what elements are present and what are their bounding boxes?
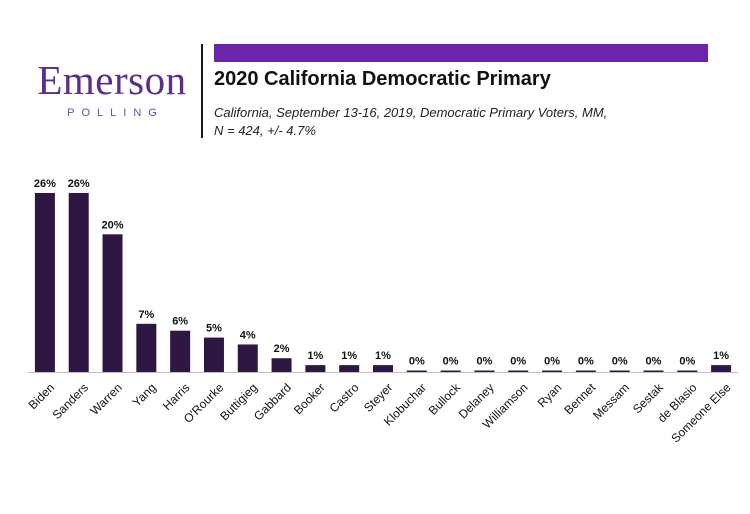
chart-subtitle: California, September 13-16, 2019, Democ… bbox=[214, 104, 694, 140]
subtitle-line-1: California, September 13-16, 2019, Democ… bbox=[214, 105, 608, 120]
bar-value-label: 0% bbox=[443, 356, 459, 368]
bar bbox=[170, 330, 191, 372]
category-label: Ryan bbox=[535, 380, 565, 410]
bar bbox=[406, 370, 427, 372]
category-label: Castro bbox=[327, 380, 362, 415]
header-divider bbox=[201, 44, 203, 138]
logo-subtext: POLLING bbox=[67, 107, 164, 119]
bar-value-label: 6% bbox=[172, 316, 188, 328]
bar bbox=[677, 370, 698, 372]
category-label: Warren bbox=[87, 380, 124, 417]
category-label: Gabbard bbox=[251, 380, 294, 423]
bar bbox=[136, 323, 157, 372]
bar-value-label: 26% bbox=[68, 178, 90, 190]
bar-value-label: 0% bbox=[544, 356, 560, 368]
bar-value-label: 1% bbox=[713, 350, 729, 362]
bar bbox=[305, 365, 326, 372]
bar bbox=[643, 370, 664, 372]
bar-value-label: 0% bbox=[679, 356, 695, 368]
bar bbox=[102, 234, 123, 372]
bar-value-label: 0% bbox=[612, 356, 628, 368]
logo-wordmark: Emerson bbox=[37, 57, 187, 103]
bar-value-label: 1% bbox=[375, 350, 391, 362]
bar-value-label: 4% bbox=[240, 329, 256, 341]
category-label: Yang bbox=[130, 380, 159, 409]
subtitle-line-2: N = 424, +/- 4.7% bbox=[214, 123, 316, 138]
bar-value-label: 5% bbox=[206, 323, 222, 335]
bar-value-label: 1% bbox=[307, 350, 323, 362]
bar bbox=[237, 344, 258, 372]
bar bbox=[339, 365, 360, 372]
category-label: Sanders bbox=[50, 380, 92, 422]
bar bbox=[68, 193, 89, 372]
bar bbox=[508, 370, 529, 372]
bar-value-label: 26% bbox=[34, 178, 56, 190]
bar-value-label: 0% bbox=[510, 356, 526, 368]
bar-value-label: 1% bbox=[341, 350, 357, 362]
bar bbox=[711, 365, 732, 372]
bar bbox=[373, 365, 393, 372]
bar-value-label: 20% bbox=[102, 219, 124, 231]
bar-value-label: 0% bbox=[578, 356, 594, 368]
bar bbox=[609, 370, 630, 372]
chart-title: 2020 California Democratic Primary bbox=[214, 68, 551, 90]
category-label: Someone Else bbox=[668, 380, 733, 445]
bar bbox=[271, 358, 292, 372]
bar-value-label: 0% bbox=[476, 356, 492, 368]
category-label: Biden bbox=[26, 380, 58, 412]
bar-value-label: 0% bbox=[646, 356, 662, 368]
emerson-logo: Emerson POLLING bbox=[28, 57, 196, 120]
bar bbox=[34, 193, 55, 372]
bar bbox=[203, 337, 224, 372]
bar bbox=[575, 370, 596, 372]
category-label: Booker bbox=[291, 380, 328, 417]
bar-value-label: 0% bbox=[409, 356, 425, 368]
bar-value-label: 7% bbox=[138, 309, 154, 321]
bar bbox=[542, 370, 563, 372]
category-label: Messam bbox=[590, 380, 632, 422]
bar bbox=[474, 370, 495, 372]
bar-value-label: 2% bbox=[274, 343, 290, 355]
bar bbox=[440, 370, 461, 372]
header-accent-bar bbox=[214, 44, 708, 62]
